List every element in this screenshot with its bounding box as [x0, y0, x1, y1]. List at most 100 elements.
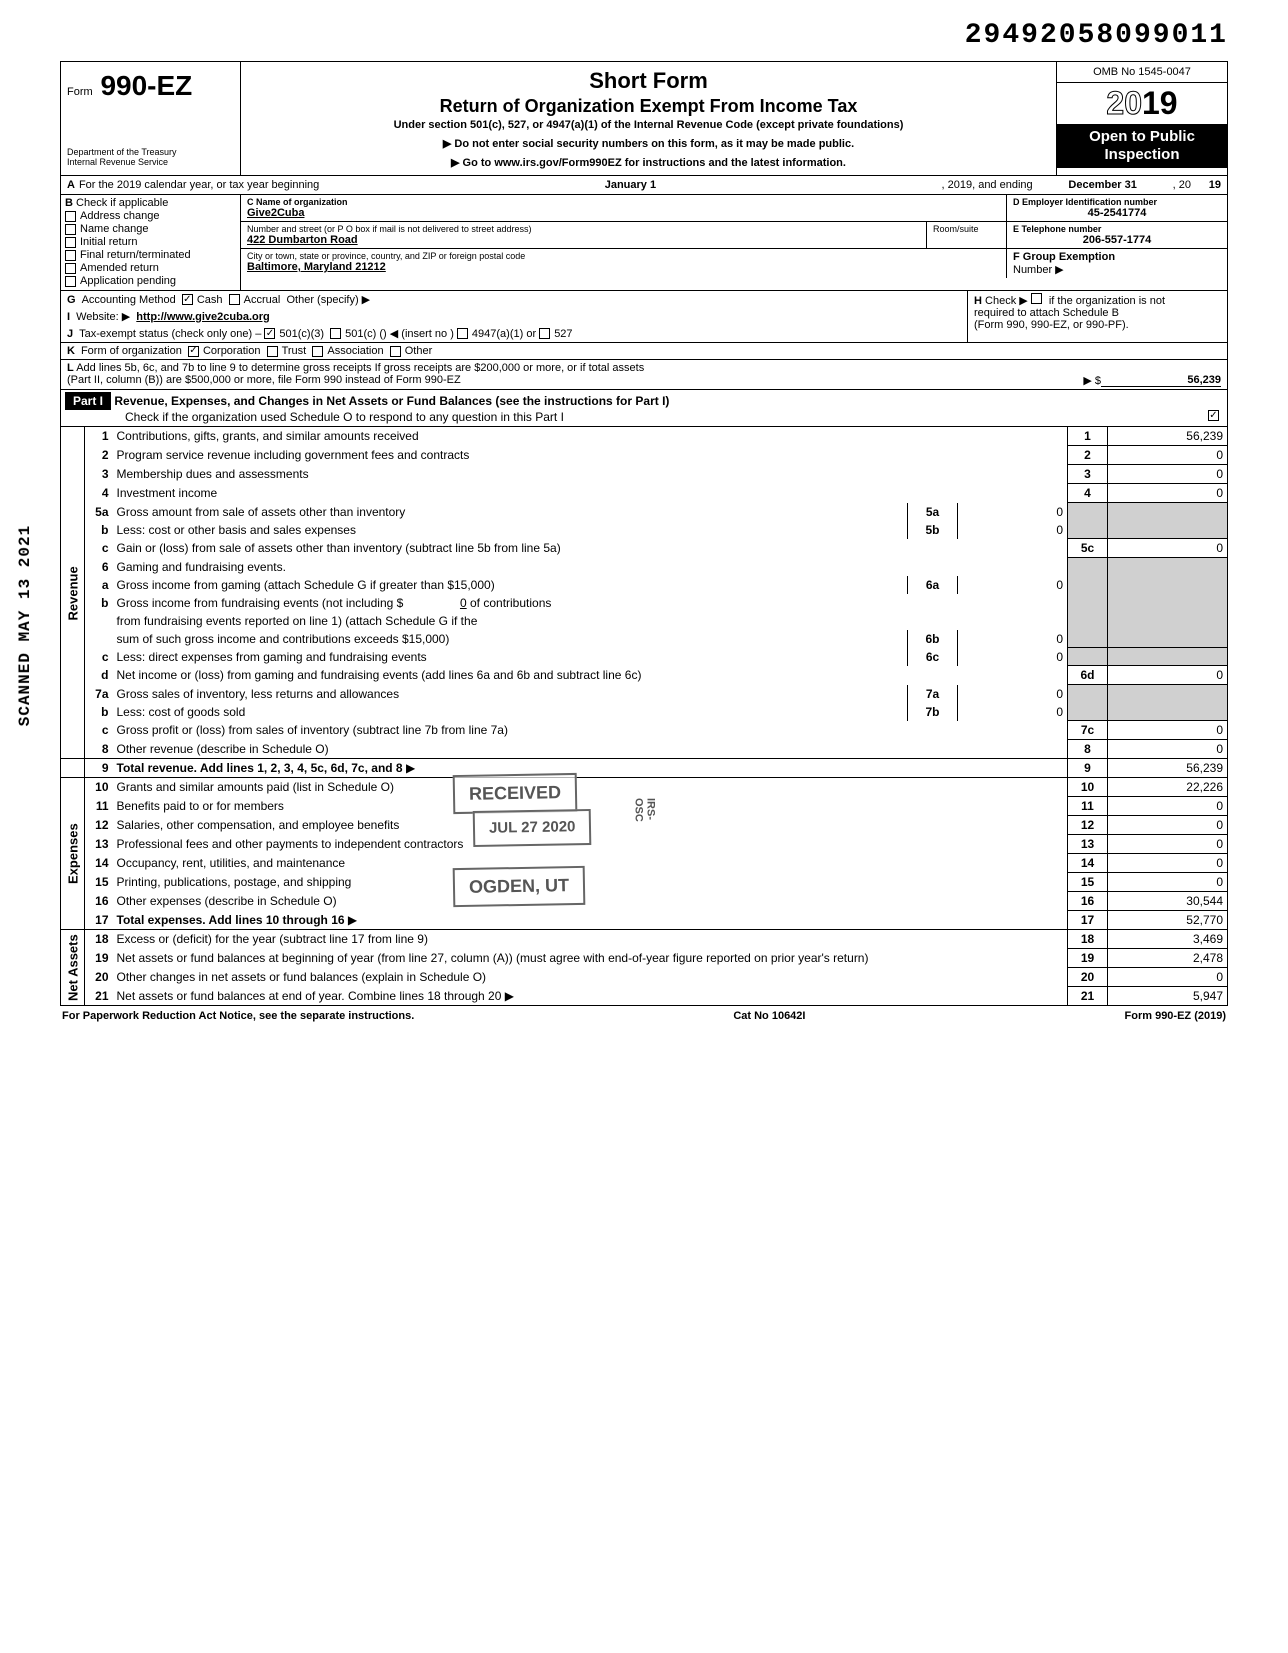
row-a: A For the 2019 calendar year, or tax yea…: [60, 176, 1228, 195]
l7a-desc: Gross sales of inventory, less returns a…: [117, 687, 400, 701]
short-form-title: Short Form: [251, 68, 1046, 94]
l4-amt: 0: [1108, 484, 1228, 503]
addr-label: Number and street (or P O box if mail is…: [247, 224, 920, 234]
part1-header-row: Part I Revenue, Expenses, and Changes in…: [60, 390, 1228, 427]
l16-box: 16: [1068, 892, 1108, 911]
cb-name-change[interactable]: [65, 224, 76, 235]
l-text2: (Part II, column (B)) are $500,000 or mo…: [67, 374, 461, 387]
cb-application-pending[interactable]: [65, 276, 76, 287]
cb-address-change[interactable]: [65, 211, 76, 222]
l19-box: 19: [1068, 949, 1108, 968]
form-prefix: Form: [67, 86, 93, 98]
cb-cash[interactable]: ✓: [182, 294, 193, 305]
l6-desc: Gaming and fundraising events.: [117, 560, 286, 574]
l6c-num: c: [85, 648, 113, 666]
arrow-goto: ▶ Go to www.irs.gov/Form990EZ for instru…: [251, 156, 1046, 169]
j-opt3: 4947(a)(1) or: [472, 328, 536, 340]
i-text: Website: ▶: [76, 310, 130, 323]
i-label: I: [67, 311, 70, 323]
l7a-num: 7a: [85, 685, 113, 703]
l10-desc: Grants and similar amounts paid (list in…: [117, 780, 394, 794]
l17-box: 17: [1068, 911, 1108, 930]
j-opt4: 527: [554, 328, 572, 340]
l5b-midval: 0: [958, 521, 1068, 539]
cb-501c[interactable]: [330, 328, 341, 339]
l6b-desc1: Gross income from fundraising events (no…: [117, 596, 404, 610]
l8-num: 8: [85, 740, 113, 759]
l12-desc: Salaries, other compensation, and employ…: [117, 818, 400, 832]
l20-amt: 0: [1108, 968, 1228, 987]
l6d-amt: 0: [1108, 666, 1228, 685]
cb-final-return[interactable]: [65, 250, 76, 261]
g-cash: Cash: [197, 294, 223, 306]
l7c-num: c: [85, 721, 113, 740]
j-opt2: 501(c) (: [345, 328, 383, 340]
cb-assoc[interactable]: [312, 346, 323, 357]
l-amount: 56,239: [1101, 374, 1221, 387]
l6b-end-desc: sum of such gross income and contributio…: [117, 632, 450, 646]
g-text: Accounting Method: [82, 294, 176, 306]
g-label: G: [67, 294, 76, 306]
l6a-midval: 0: [958, 576, 1068, 594]
l7a-mid: 7a: [908, 685, 958, 703]
c-label: C Name of organization: [247, 197, 1000, 207]
footer-mid: Cat No 10642I: [733, 1010, 805, 1022]
part1-badge: Part I: [65, 392, 111, 410]
l13-amt: 0: [1108, 835, 1228, 854]
cb-other-org[interactable]: [390, 346, 401, 357]
l4-num: 4: [85, 484, 113, 503]
cb-schedule-o[interactable]: ✓: [1208, 410, 1219, 421]
k-label: K: [67, 345, 75, 357]
cb-527[interactable]: [539, 328, 550, 339]
stamp-date: JUL 27 2020: [472, 808, 591, 846]
subtitle: Under section 501(c), 527, or 4947(a)(1)…: [251, 119, 1046, 131]
l6c-desc: Less: direct expenses from gaming and fu…: [117, 650, 427, 664]
l21-num: 21: [85, 987, 113, 1006]
l9-num: 9: [85, 759, 113, 778]
l15-box: 15: [1068, 873, 1108, 892]
footer-right: Form 990-EZ (2019): [1125, 1010, 1226, 1022]
city-label: City or town, state or province, country…: [247, 251, 1000, 261]
l6b-mid: 6b: [908, 630, 958, 648]
l8-amt: 0: [1108, 740, 1228, 759]
title-cell: Short Form Return of Organization Exempt…: [241, 62, 1057, 175]
l16-desc: Other expenses (describe in Schedule O): [117, 894, 337, 908]
l2-box: 2: [1068, 446, 1108, 465]
l13-box: 13: [1068, 835, 1108, 854]
l13-num: 13: [85, 835, 113, 854]
l18-amt: 3,469: [1108, 930, 1228, 949]
l5a-midval: 0: [958, 503, 1068, 521]
cb-initial-return[interactable]: [65, 237, 76, 248]
l6-num: 6: [85, 558, 113, 576]
form-number: 990-EZ: [100, 70, 192, 101]
open-public-1: Open to Public: [1059, 128, 1225, 146]
cb-501c3[interactable]: ✓: [264, 328, 275, 339]
side-revenue: Revenue: [61, 427, 85, 759]
cb-h[interactable]: [1031, 293, 1042, 304]
d-label: D Employer Identification number: [1013, 197, 1221, 207]
cb-application-pending-label: Application pending: [80, 275, 176, 287]
cb-amended-return[interactable]: [65, 263, 76, 274]
cb-amended-return-label: Amended return: [80, 262, 159, 274]
cb-4947[interactable]: [457, 328, 468, 339]
row-a-end: December 31: [1033, 179, 1173, 191]
l1-box: 1: [1068, 427, 1108, 446]
cb-trust[interactable]: [267, 346, 278, 357]
l16-num: 16: [85, 892, 113, 911]
cb-corp[interactable]: ✓: [188, 346, 199, 357]
l2-num: 2: [85, 446, 113, 465]
l6b-desc2: of contributions: [470, 596, 551, 610]
l5c-desc: Gain or (loss) from sale of assets other…: [117, 541, 561, 555]
row-a-begin: January 1: [319, 179, 941, 191]
l1-amt: 56,239: [1108, 427, 1228, 446]
l5c-num: c: [85, 539, 113, 558]
l1-num: 1: [85, 427, 113, 446]
j-opt2b: ) ◀ (insert no ): [383, 327, 454, 340]
info-grid: B Check if applicable Address change Nam…: [60, 195, 1228, 291]
l11-amt: 0: [1108, 797, 1228, 816]
l1-desc: Contributions, gifts, grants, and simila…: [117, 429, 419, 443]
l8-desc: Other revenue (describe in Schedule O): [117, 742, 329, 756]
cb-accrual[interactable]: [229, 294, 240, 305]
open-public-2: Inspection: [1059, 146, 1225, 164]
l18-desc: Excess or (deficit) for the year (subtra…: [117, 932, 428, 946]
